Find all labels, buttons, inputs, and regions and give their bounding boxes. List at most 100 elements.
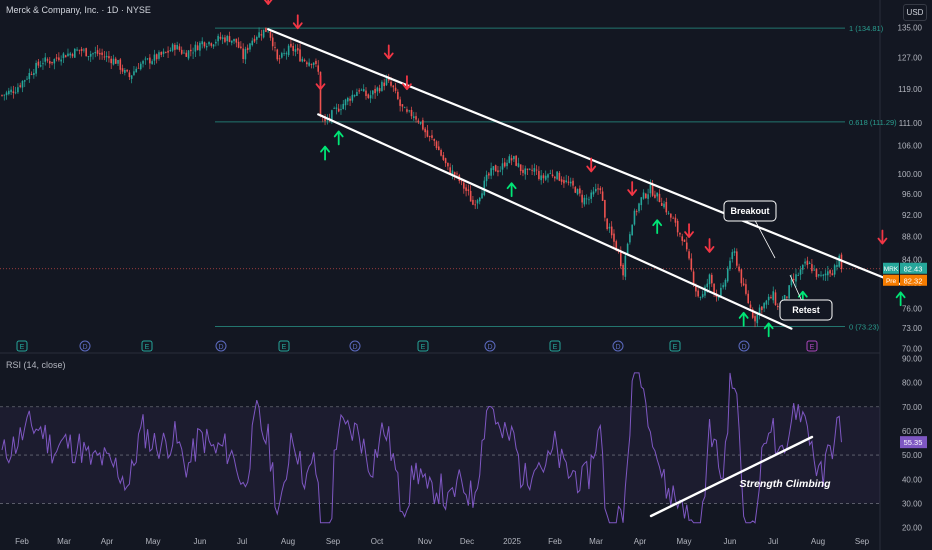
candle-body bbox=[711, 274, 713, 284]
x-tick-label: Feb bbox=[548, 537, 562, 546]
down-arrow bbox=[292, 14, 303, 30]
badge-letter: D bbox=[218, 344, 223, 351]
y-tick-label: 106.00 bbox=[898, 142, 923, 151]
candle-body bbox=[169, 50, 172, 52]
candle-body bbox=[110, 58, 112, 64]
candle-body bbox=[326, 119, 329, 121]
candle-body bbox=[526, 168, 529, 170]
candle-body bbox=[469, 190, 472, 202]
candle-body bbox=[569, 181, 572, 184]
candle-body bbox=[626, 243, 629, 255]
candle-body bbox=[246, 47, 249, 51]
candle-body bbox=[722, 285, 724, 288]
candle-body bbox=[806, 260, 809, 265]
badge-frame bbox=[484, 340, 496, 352]
candle-body bbox=[187, 50, 190, 59]
candle-body bbox=[829, 270, 831, 274]
candle-body bbox=[601, 191, 604, 201]
candle-body bbox=[319, 71, 322, 117]
badge-frame bbox=[215, 340, 227, 352]
candle-body bbox=[426, 130, 429, 137]
candle-body bbox=[76, 49, 78, 51]
candle-body bbox=[153, 54, 156, 61]
candle-body bbox=[342, 103, 345, 110]
candle-body bbox=[544, 175, 547, 180]
candle-body bbox=[604, 200, 606, 218]
candle-body bbox=[74, 48, 76, 58]
price-axis[interactable]: 135.00 127.00 119.00 111.00 106.00 100.00 96.0… bbox=[898, 23, 923, 532]
candle-body bbox=[588, 199, 590, 201]
candle-body bbox=[221, 37, 224, 39]
candle-body bbox=[594, 188, 597, 192]
symbol-title[interactable]: Merck & Company, Inc. · 1D · NYSE bbox=[6, 5, 151, 15]
candle-body bbox=[46, 59, 49, 61]
y-tick-label: 111.00 bbox=[899, 119, 923, 128]
pre-tag-bg bbox=[883, 274, 899, 286]
candle-body bbox=[558, 172, 561, 181]
fib-level-label: 0.618 (111.29) bbox=[849, 118, 897, 127]
candle-body bbox=[53, 58, 56, 64]
badge-letter: D bbox=[741, 344, 746, 351]
candle-body bbox=[463, 182, 465, 189]
badge-frame bbox=[612, 340, 624, 352]
candle-body bbox=[765, 300, 768, 305]
candle-body bbox=[37, 61, 40, 66]
candle-body bbox=[217, 35, 219, 42]
x-tick-label: Jun bbox=[724, 537, 737, 546]
candle-body bbox=[14, 92, 17, 94]
x-tick-label: Mar bbox=[57, 537, 71, 546]
candle-body bbox=[35, 62, 37, 74]
candle-body bbox=[656, 192, 658, 197]
candle-body bbox=[83, 49, 85, 51]
x-tick-label: Feb bbox=[15, 537, 29, 546]
candle-body bbox=[287, 45, 290, 56]
y-tick-label: 76.00 bbox=[902, 304, 923, 313]
up-arrow bbox=[895, 291, 906, 307]
x-tick-label: Jun bbox=[194, 537, 207, 546]
up-arrow bbox=[652, 219, 663, 235]
x-tick-label: May bbox=[676, 537, 691, 546]
candle-body bbox=[51, 61, 53, 64]
candle-body bbox=[667, 212, 670, 214]
candle-body bbox=[1, 95, 3, 96]
candle-body bbox=[542, 175, 545, 179]
candle-body bbox=[583, 197, 586, 205]
candle-body bbox=[340, 109, 342, 111]
rsi-pane: Strength Climbing bbox=[0, 372, 880, 524]
arrow-head bbox=[586, 165, 597, 173]
candle-body bbox=[733, 251, 736, 253]
candle-body bbox=[538, 170, 540, 179]
candle-body bbox=[199, 42, 201, 51]
fib-retracement: 1 (134.81) 0.618 (111.29) 0 (73.23) bbox=[0, 24, 897, 331]
candle-body bbox=[490, 168, 492, 176]
candle-body bbox=[758, 307, 761, 315]
candle-body bbox=[394, 87, 397, 91]
rsi-tick-label: 20.00 bbox=[902, 524, 923, 533]
candle-body bbox=[567, 181, 570, 183]
down-arrow bbox=[627, 181, 638, 196]
candle-body bbox=[579, 188, 581, 194]
x-tick-label: Oct bbox=[371, 537, 384, 546]
candle-body bbox=[290, 43, 292, 47]
candle-body bbox=[533, 168, 536, 172]
candle-body bbox=[274, 47, 276, 48]
candle-body bbox=[503, 162, 506, 167]
candle-body bbox=[795, 274, 797, 282]
dividend-badge: D bbox=[215, 340, 227, 352]
candle-body bbox=[554, 176, 556, 179]
arrow-head bbox=[333, 130, 344, 138]
candle-body bbox=[60, 59, 62, 62]
candle-body bbox=[19, 85, 21, 87]
down-arrow bbox=[263, 0, 273, 5]
candle-body bbox=[747, 293, 749, 303]
x-tick-label: Sep bbox=[855, 537, 870, 546]
time-axis[interactable]: Feb Mar Apr May Jun Jul Aug Sep Oct Nov Dec 2025 Feb… bbox=[15, 537, 870, 546]
rsi-indicator-label[interactable]: RSI (14, close) bbox=[6, 360, 66, 370]
arrow-head bbox=[877, 237, 888, 245]
candle-body bbox=[360, 89, 363, 91]
candle-body bbox=[836, 264, 838, 267]
candle-body bbox=[472, 199, 474, 205]
currency-button[interactable]: USD bbox=[903, 4, 927, 21]
candle-body bbox=[174, 44, 176, 50]
